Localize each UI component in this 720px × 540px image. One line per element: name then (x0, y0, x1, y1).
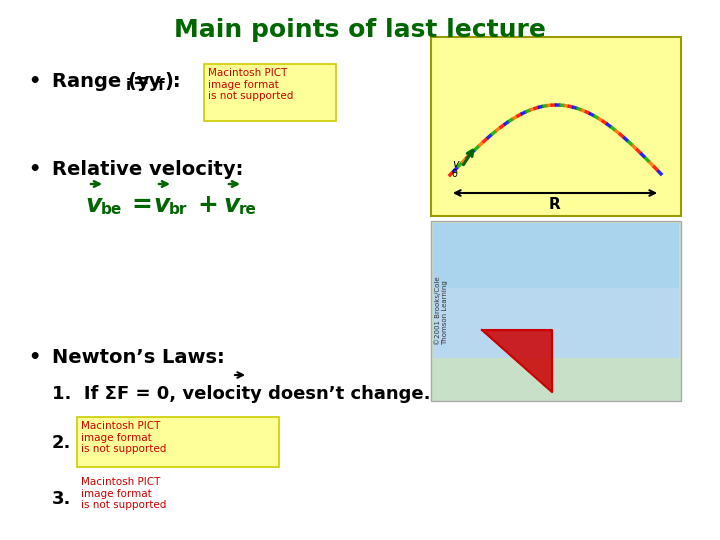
FancyBboxPatch shape (204, 64, 336, 121)
Text: R: R (549, 197, 561, 212)
Text: v: v (85, 193, 102, 217)
Text: Macintosh PICT
image format
is not supported: Macintosh PICT image format is not suppo… (208, 68, 293, 101)
Text: ):: ): (164, 72, 181, 91)
Text: Main points of last lecture: Main points of last lecture (174, 18, 546, 42)
Text: br: br (169, 202, 187, 217)
Text: v: v (452, 159, 459, 169)
Text: •: • (28, 72, 40, 91)
Text: Range (y: Range (y (52, 72, 150, 91)
Text: f: f (158, 78, 165, 93)
Text: Newton’s Laws:: Newton’s Laws: (52, 348, 225, 367)
Text: =y: =y (133, 72, 162, 91)
Text: i: i (126, 78, 131, 93)
Text: be: be (101, 202, 122, 217)
Text: θ: θ (452, 169, 458, 179)
FancyBboxPatch shape (77, 417, 279, 467)
Text: 3.: 3. (52, 490, 71, 508)
Text: 1.  If ΣF = 0, velocity doesn’t change.: 1. If ΣF = 0, velocity doesn’t change. (52, 385, 431, 403)
Text: v: v (153, 193, 169, 217)
Text: v: v (223, 193, 239, 217)
Text: ©2001 Brooks/Cole
Thomson Learning: ©2001 Brooks/Cole Thomson Learning (434, 276, 448, 345)
FancyBboxPatch shape (431, 37, 681, 216)
FancyBboxPatch shape (431, 221, 681, 401)
Bar (433, 223, 679, 288)
Text: re: re (239, 202, 257, 217)
Text: 2.: 2. (52, 434, 71, 452)
Text: +: + (197, 193, 218, 217)
Text: =: = (131, 193, 152, 217)
Text: •: • (28, 160, 40, 179)
Text: Macintosh PICT
image format
is not supported: Macintosh PICT image format is not suppo… (81, 477, 166, 510)
Polygon shape (482, 330, 552, 392)
Text: Macintosh PICT
image format
is not supported: Macintosh PICT image format is not suppo… (81, 421, 166, 454)
Text: Relative velocity:: Relative velocity: (52, 160, 243, 179)
Bar (433, 288, 679, 358)
Text: •: • (28, 348, 40, 367)
